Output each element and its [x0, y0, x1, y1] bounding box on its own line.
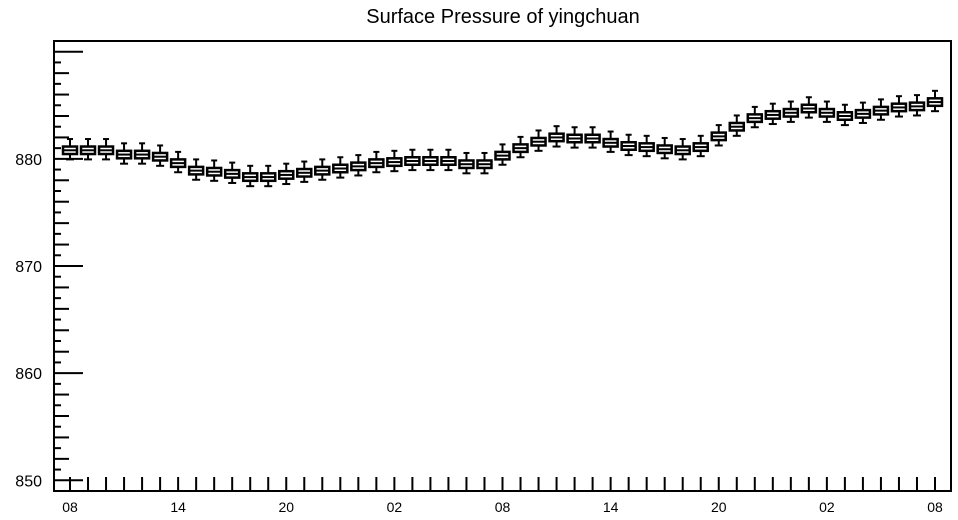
x-tick-label: 02 [387, 499, 403, 515]
chart-title: Surface Pressure of yingchuan [366, 6, 640, 28]
y-axis: 850 860 870 880 [15, 50, 83, 490]
y-tick-label: 880 [15, 152, 42, 169]
y-tick-label: 850 [15, 473, 42, 490]
x-axis: 08 14 20 02 08 14 20 02 08 [62, 477, 943, 515]
x-tick-label: 20 [711, 499, 727, 515]
x-tick-label: 08 [927, 499, 943, 515]
y-tick-label: 860 [15, 366, 42, 383]
x-tick-label: 14 [603, 499, 619, 515]
y-tick-label: 870 [15, 259, 42, 276]
x-tick-label: 08 [495, 499, 511, 515]
x-tick-label: 02 [819, 499, 835, 515]
x-tick-label: 14 [170, 499, 186, 515]
box-series [61, 89, 944, 188]
x-tick-label: 08 [62, 499, 78, 515]
x-tick-label: 20 [278, 499, 294, 515]
